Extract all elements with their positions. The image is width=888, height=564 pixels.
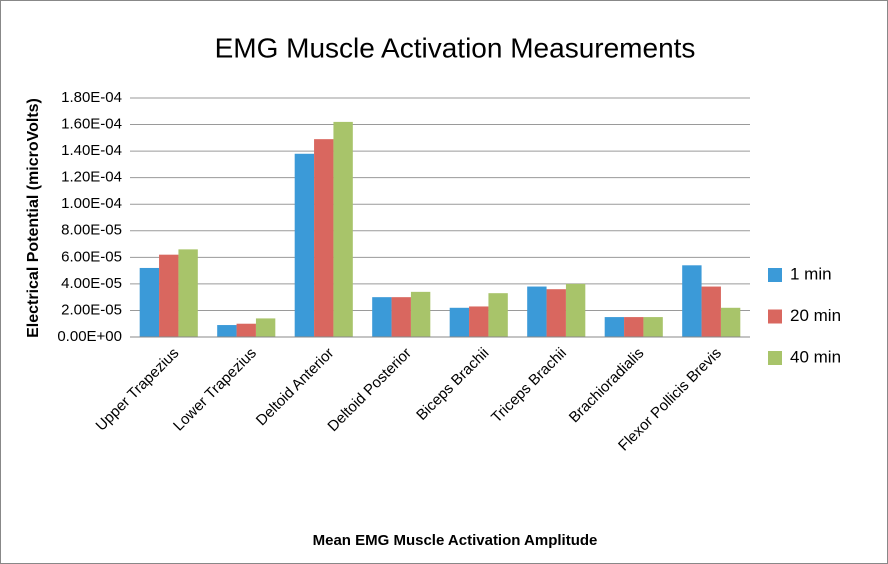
bar <box>624 317 644 337</box>
legend-swatch <box>768 351 782 365</box>
bar <box>294 153 315 337</box>
legend-label: 1 min <box>790 264 832 283</box>
bar <box>527 286 547 337</box>
y-tick-label: 0.00E+00 <box>57 328 122 345</box>
y-tick-label: 1.60E-04 <box>61 116 122 133</box>
bar <box>643 317 663 337</box>
y-tick-label: 2.00E-05 <box>61 301 122 318</box>
y-axis-title: Electrical Potential (microVolts) <box>25 98 42 338</box>
bar <box>236 323 256 337</box>
bar <box>469 306 489 337</box>
bar <box>720 307 741 337</box>
bar <box>159 254 179 337</box>
bar <box>217 325 237 337</box>
bar <box>255 318 276 337</box>
bar <box>410 291 431 337</box>
legend-label: 20 min <box>790 306 841 325</box>
bar <box>314 139 334 337</box>
bar <box>488 293 508 337</box>
bar <box>178 249 198 337</box>
legend-label: 40 min <box>790 347 841 366</box>
legend-swatch <box>768 268 782 282</box>
y-tick-label: 1.80E-04 <box>61 89 122 106</box>
y-tick-label: 1.00E-04 <box>61 195 122 212</box>
chart-title: EMG Muscle Activation Measurements <box>215 32 696 63</box>
bar <box>372 297 392 337</box>
bar <box>139 267 160 337</box>
y-tick-label: 6.00E-05 <box>61 248 122 265</box>
bar <box>701 286 721 337</box>
y-tick-label: 1.40E-04 <box>61 142 122 159</box>
bar <box>604 317 625 337</box>
bar <box>546 289 566 337</box>
x-axis-title: Mean EMG Muscle Activation Amplitude <box>313 532 598 549</box>
bar <box>391 297 411 337</box>
y-tick-label: 1.20E-04 <box>61 169 122 186</box>
bar <box>333 121 353 338</box>
legend-swatch <box>768 309 782 324</box>
bar <box>449 307 470 337</box>
bar <box>565 283 586 337</box>
bar <box>682 265 702 337</box>
y-tick-label: 4.00E-05 <box>61 275 122 292</box>
y-tick-label: 8.00E-05 <box>61 222 122 239</box>
